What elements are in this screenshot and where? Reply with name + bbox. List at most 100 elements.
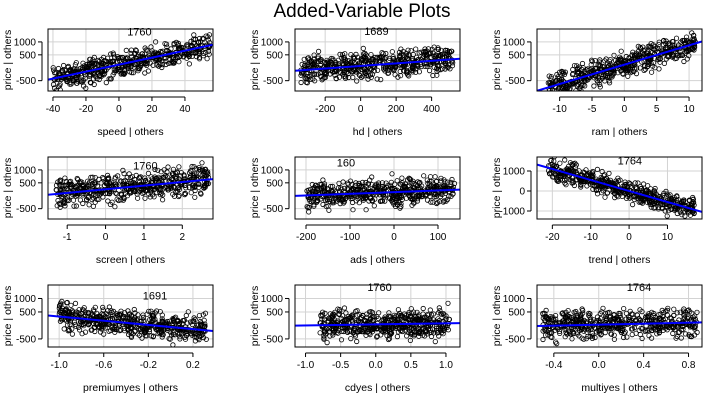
- data-point: [125, 326, 131, 332]
- x-tick-label: 0: [116, 104, 122, 115]
- data-point: [671, 53, 677, 59]
- data-point: [100, 60, 106, 67]
- data-point: [407, 337, 413, 343]
- data-point: [683, 34, 690, 40]
- data-point: [167, 336, 173, 342]
- y-tick-label: 500: [19, 178, 36, 189]
- data-point: [574, 83, 580, 89]
- data-point: [318, 196, 324, 202]
- data-point: [691, 220, 695, 224]
- x-tick-label: 0: [103, 232, 109, 243]
- data-point: [650, 60, 657, 66]
- y-axis-title: price | others: [249, 158, 261, 219]
- data-point: [603, 313, 609, 319]
- data-point: [549, 329, 555, 336]
- data-point: [72, 300, 79, 306]
- data-point: [395, 56, 402, 63]
- data-point: [369, 174, 375, 180]
- data-point: [409, 197, 416, 203]
- data-point: [73, 203, 80, 209]
- data-point: [650, 63, 656, 69]
- data-point: [573, 169, 580, 176]
- data-point: [121, 181, 127, 187]
- data-point: [301, 56, 307, 62]
- data-point: [410, 309, 417, 315]
- data-point: [336, 311, 342, 318]
- data-point: [358, 56, 365, 62]
- data-point: [389, 49, 395, 55]
- data-point: [428, 199, 434, 205]
- data-point: [59, 182, 65, 188]
- data-point: [188, 168, 194, 174]
- data-point: [450, 191, 456, 197]
- data-point: [545, 94, 549, 98]
- data-point: [420, 326, 426, 332]
- data-point: [74, 192, 81, 198]
- data-point: [174, 170, 180, 176]
- data-point: [685, 315, 691, 322]
- data-point: [90, 174, 96, 180]
- y-tick-label: 500: [266, 50, 283, 61]
- y-tick-label: 1000: [14, 37, 37, 48]
- data-point: [100, 304, 106, 310]
- data-point: [50, 81, 57, 88]
- data-point: [107, 180, 113, 187]
- data-point: [374, 76, 380, 82]
- data-point: [114, 191, 120, 197]
- data-point: [311, 203, 317, 209]
- data-point: [101, 58, 108, 64]
- data-point: [131, 51, 138, 57]
- data-point: [200, 36, 206, 42]
- data-point: [80, 184, 86, 190]
- data-point: [565, 313, 571, 319]
- data-point: [629, 331, 635, 338]
- data-point: [684, 56, 690, 62]
- data-point: [91, 308, 97, 315]
- data-point: [448, 179, 454, 185]
- data-point: [679, 212, 685, 218]
- x-tick-label: 2: [180, 232, 186, 243]
- data-point: [686, 47, 693, 53]
- data-point: [673, 35, 680, 41]
- data-point: [602, 74, 608, 80]
- data-point: [427, 51, 433, 57]
- data-point: [413, 329, 419, 335]
- data-point: [632, 180, 638, 186]
- data-point: [165, 164, 171, 170]
- x-tick-label: -100: [340, 232, 360, 243]
- data-point: [600, 63, 606, 70]
- x-tick-label: 10: [683, 104, 695, 115]
- data-point: [144, 311, 150, 317]
- data-point: [203, 336, 209, 342]
- data-point: [642, 328, 648, 334]
- data-point: [602, 194, 608, 200]
- data-point: [627, 70, 634, 76]
- data-point: [438, 67, 444, 73]
- data-point: [331, 312, 337, 318]
- data-point: [593, 329, 600, 335]
- data-point: [333, 75, 339, 82]
- data-point: [580, 307, 586, 314]
- data-point: [399, 313, 405, 320]
- data-point: [549, 314, 556, 320]
- data-point: [399, 175, 405, 181]
- y-tick-label: -500: [263, 204, 283, 215]
- data-point: [163, 61, 169, 68]
- x-tick-label: -5: [588, 104, 597, 115]
- data-point: [569, 180, 575, 186]
- data-point: [677, 309, 683, 315]
- data-point: [353, 69, 359, 75]
- data-point: [109, 309, 115, 315]
- data-point: [573, 162, 579, 168]
- data-point: [404, 177, 411, 183]
- data-point: [320, 189, 326, 195]
- data-point: [160, 318, 166, 324]
- data-point: [431, 183, 437, 189]
- data-point: [365, 181, 372, 187]
- data-point: [310, 198, 316, 204]
- data-point: [80, 60, 86, 66]
- data-point: [394, 333, 400, 340]
- data-point: [365, 59, 371, 65]
- x-axis-title: ads | others: [350, 254, 405, 266]
